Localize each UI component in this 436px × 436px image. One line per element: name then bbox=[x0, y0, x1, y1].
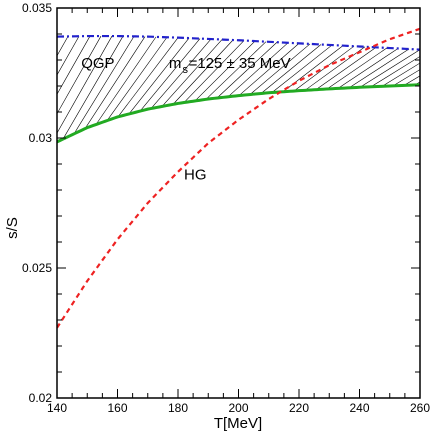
plot-frame bbox=[56, 7, 421, 399]
mass-label-prefix: m bbox=[169, 55, 182, 72]
hatch-line bbox=[304, 46, 366, 91]
hatch-line bbox=[227, 42, 289, 98]
x-tick-label: 140 bbox=[47, 401, 67, 415]
hatch-line bbox=[57, 36, 69, 57]
y-tick-label: 0.035 bbox=[22, 1, 52, 15]
hatch-line bbox=[337, 48, 399, 89]
lower-bound-curve bbox=[57, 83, 420, 144]
y-tick-label: 0.02 bbox=[29, 391, 53, 405]
hatch-line bbox=[161, 39, 223, 107]
qgp-label: QGP bbox=[81, 55, 114, 72]
hatch-line bbox=[381, 62, 420, 87]
hatch-line bbox=[106, 37, 168, 121]
hatch-line bbox=[95, 36, 157, 125]
hatch-line bbox=[117, 37, 179, 117]
x-tick-label: 160 bbox=[107, 401, 127, 415]
hatch-line bbox=[326, 47, 388, 90]
tick-labels: 140 160 180 200 220 240 260 0.02 0.025 0.03 0.035 bbox=[22, 1, 430, 415]
hatch-line bbox=[359, 49, 420, 88]
y-tick-label: 0.025 bbox=[22, 261, 52, 275]
x-axis-title: T[MeV] bbox=[214, 415, 262, 432]
upper-bound-curve bbox=[57, 34, 420, 51]
hatch-line bbox=[249, 43, 311, 95]
hatch-line bbox=[315, 47, 377, 90]
hatch-line bbox=[57, 36, 80, 76]
hatch-line bbox=[62, 36, 124, 140]
hatch-line bbox=[370, 56, 420, 88]
y-axis-title: s/S bbox=[4, 217, 21, 239]
hatch-line bbox=[57, 35, 102, 115]
x-tick-label: 240 bbox=[349, 401, 369, 415]
mass-label-value: =125 ± 35 MeV bbox=[189, 55, 291, 72]
hatch-line bbox=[194, 40, 256, 102]
hatch-line bbox=[57, 35, 113, 134]
x-tick-label: 260 bbox=[410, 401, 430, 415]
hatch-line bbox=[139, 38, 201, 112]
hatch-line bbox=[205, 41, 267, 100]
hatch-line bbox=[73, 36, 135, 135]
plot-background bbox=[57, 8, 420, 398]
mass-label-subscript: s bbox=[183, 64, 189, 76]
hatch-line bbox=[260, 44, 322, 94]
hatch-line bbox=[84, 36, 146, 129]
hatch-line bbox=[57, 35, 91, 95]
hatch-line bbox=[392, 69, 420, 87]
hatch-line bbox=[271, 44, 333, 93]
x-tick-label: 200 bbox=[228, 401, 248, 415]
annotations: QGP m s =125 ± 35 MeV HG bbox=[81, 55, 290, 184]
hatch-line bbox=[128, 37, 190, 115]
hatch-line bbox=[172, 39, 234, 105]
hg-curve bbox=[57, 27, 420, 329]
x-tick-label: 180 bbox=[168, 401, 188, 415]
hatch-line bbox=[57, 36, 58, 38]
series-layer bbox=[57, 27, 420, 329]
y-tick-label: 0.03 bbox=[29, 131, 53, 145]
hg-label: HG bbox=[184, 167, 207, 184]
hatch-line bbox=[403, 75, 420, 86]
hatch-line bbox=[293, 45, 355, 92]
hatch-line bbox=[348, 48, 410, 89]
hatch-line bbox=[216, 42, 278, 99]
hatch-line bbox=[238, 43, 300, 96]
x-tick-label: 220 bbox=[289, 401, 309, 415]
hatch-line bbox=[150, 38, 212, 109]
shaded-band bbox=[57, 35, 420, 140]
hatch-line bbox=[183, 40, 245, 103]
